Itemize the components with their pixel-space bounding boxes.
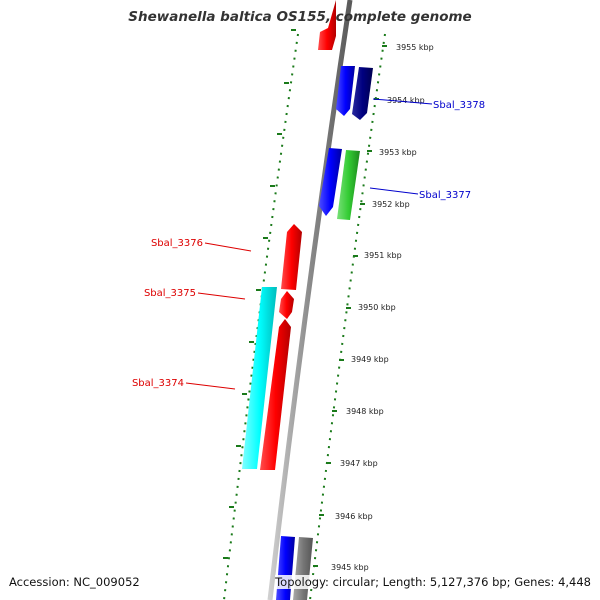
leader-sbal-3375	[197, 292, 246, 300]
leader-sbal-3376	[204, 242, 252, 252]
gene-feature-sbal-3376[interactable]	[281, 224, 302, 290]
gene-label-sbal-3377[interactable]: Sbal_3377	[419, 190, 471, 201]
gene-feature-sbal-3374[interactable]	[260, 319, 291, 470]
scale-label-3952: 3952 kbp	[372, 200, 410, 209]
gene-feature-cyan[interactable]	[242, 287, 277, 469]
gene-label-sbal-3375[interactable]: Sbal_3375	[144, 288, 196, 299]
scale-label-3953: 3953 kbp	[379, 148, 417, 157]
gene-label-sbal-3378[interactable]: Sbal_3378	[433, 100, 485, 111]
gene-feature-green[interactable]	[337, 150, 360, 220]
scale-label-3945: 3945 kbp	[331, 563, 369, 572]
gene-feature-sbal-3378[interactable]	[336, 66, 355, 116]
genome-summary-text: Topology: circular; Length: 5,127,376 bp…	[275, 575, 591, 589]
gene-label-sbal-3376[interactable]: Sbal_3376	[151, 238, 203, 249]
gene-feature-sbal-3377[interactable]	[319, 148, 342, 216]
scale-label-3955: 3955 kbp	[396, 43, 434, 52]
genome-backbone	[267, 0, 353, 600]
scale-label-3951: 3951 kbp	[364, 251, 402, 260]
leader-sbal-3377	[369, 187, 419, 195]
gene-feature-gray-bottom[interactable]	[293, 537, 313, 600]
gene-label-sbal-3374[interactable]: Sbal_3374	[132, 378, 184, 389]
scale-label-3949: 3949 kbp	[351, 355, 389, 364]
scale-label-3947: 3947 kbp	[340, 459, 378, 468]
scale-label-3946: 3946 kbp	[335, 512, 373, 521]
gene-feature-navy[interactable]	[352, 67, 373, 120]
scale-label-3950: 3950 kbp	[358, 303, 396, 312]
leader-sbal-3374	[185, 382, 236, 390]
scale-label-3948: 3948 kbp	[346, 407, 384, 416]
map-title: Shewanella baltica OS155, complete genom…	[128, 9, 472, 25]
gene-feature-sbal-3375[interactable]	[279, 291, 294, 319]
gene-feature-red-top[interactable]	[318, 0, 336, 50]
inner-ticks	[223, 29, 296, 559]
leader-sbal-3378	[372, 98, 433, 105]
scale-label-3954: 3954 kbp	[387, 96, 425, 105]
accession-text: Accession: NC_009052	[9, 575, 140, 589]
